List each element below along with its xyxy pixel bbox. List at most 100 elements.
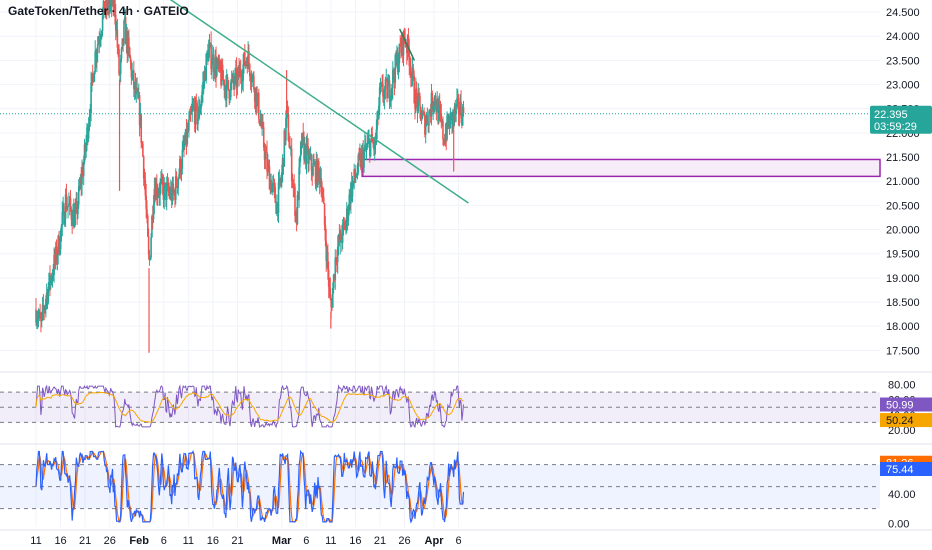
candle-body: [262, 122, 264, 128]
candle-body: [375, 129, 378, 144]
candle-body: [211, 54, 214, 65]
candle-body: [399, 43, 402, 47]
candle-body: [443, 142, 446, 144]
candle-body: [271, 185, 273, 193]
stoch-tick-label: 40.00: [888, 489, 916, 501]
candle-body: [439, 109, 442, 114]
candle-body: [315, 158, 318, 184]
candle-body: [441, 120, 443, 123]
candle-body: [189, 112, 192, 115]
candle-body: [433, 102, 435, 106]
candle-body: [154, 188, 157, 200]
candle-body: [457, 97, 460, 114]
candle-body: [94, 51, 96, 72]
candle-body: [54, 246, 57, 262]
candle-body: [146, 209, 148, 216]
descending-trendline[interactable]: [139, 0, 469, 204]
candle-body: [194, 100, 197, 125]
candle-body: [100, 36, 102, 40]
candle-body: [193, 106, 196, 125]
candle-body: [250, 82, 253, 84]
candle-body: [445, 133, 448, 140]
candle-body: [208, 45, 211, 49]
candle-body: [324, 224, 327, 241]
candle-body: [36, 319, 38, 323]
candle-body: [258, 93, 260, 120]
candle-body: [41, 305, 44, 314]
candle-body: [45, 292, 48, 299]
candle-body: [59, 249, 61, 254]
candle-body: [335, 257, 337, 261]
candle-body: [182, 143, 184, 151]
candle-body: [153, 188, 156, 205]
candle-body: [248, 64, 251, 77]
candle-body: [308, 155, 310, 164]
price-tick-label: 24.000: [886, 31, 920, 43]
candle-body: [300, 142, 303, 147]
candle-body: [112, 0, 115, 8]
candle-body: [408, 49, 411, 66]
candle-body: [148, 254, 151, 260]
candle-body: [264, 152, 267, 160]
candle-body: [170, 188, 172, 198]
candle-body: [106, 0, 109, 8]
support-zone-rect[interactable]: [361, 158, 881, 178]
trendline[interactable]: [0, 0, 880, 204]
candle-body: [369, 140, 372, 157]
candle-body: [172, 183, 175, 193]
candle-body: [452, 111, 454, 125]
candle-body: [373, 143, 375, 150]
candle-body: [220, 70, 222, 85]
candle-body: [93, 71, 96, 82]
candle-body: [270, 179, 272, 193]
candle-body: [454, 106, 457, 114]
candle-body: [114, 0, 116, 15]
candle-body: [230, 79, 233, 83]
candle-body: [141, 142, 143, 144]
candle-body: [77, 204, 79, 215]
candle-body: [62, 205, 64, 213]
time-tick-label: 6: [303, 535, 309, 547]
candle-body: [161, 177, 164, 185]
candle-body: [133, 82, 136, 90]
candle-body: [281, 158, 284, 173]
candle-body: [428, 111, 430, 126]
candle-body: [257, 93, 259, 95]
candle-body: [304, 144, 307, 165]
candle-body: [327, 252, 329, 270]
candle-body: [289, 147, 291, 149]
candle-body: [56, 254, 59, 261]
candle-body: [238, 67, 240, 78]
candle-body: [303, 137, 305, 160]
candle-body: [422, 112, 425, 114]
candle-body: [168, 191, 170, 193]
candle-body: [358, 155, 360, 157]
rsi-ma-value-badge: [880, 413, 932, 428]
candle-body: [336, 246, 339, 262]
candle-body: [416, 96, 419, 112]
candle-body: [342, 222, 345, 224]
candle-body: [232, 74, 235, 83]
short-trendline[interactable]: [398, 28, 416, 61]
candle-body: [382, 83, 384, 97]
candle-body: [348, 194, 351, 212]
candle-body: [413, 75, 415, 103]
candle-body: [349, 194, 351, 204]
candle-body: [100, 30, 103, 37]
candle-body: [374, 138, 377, 144]
candle-body: [282, 158, 285, 167]
candle-body: [236, 74, 239, 88]
candle-body: [366, 143, 369, 148]
candle-body: [299, 142, 302, 157]
candle-body: [367, 139, 369, 144]
candle-body: [69, 198, 72, 209]
stoch-tick-label: 0.00: [888, 518, 909, 530]
support-box[interactable]: [361, 158, 881, 178]
candle-body: [328, 286, 331, 288]
candle-body: [316, 158, 318, 185]
candle-body: [396, 54, 399, 73]
rsi-lines: [35, 384, 464, 429]
candle-body: [284, 130, 286, 141]
candle-body: [333, 274, 336, 280]
